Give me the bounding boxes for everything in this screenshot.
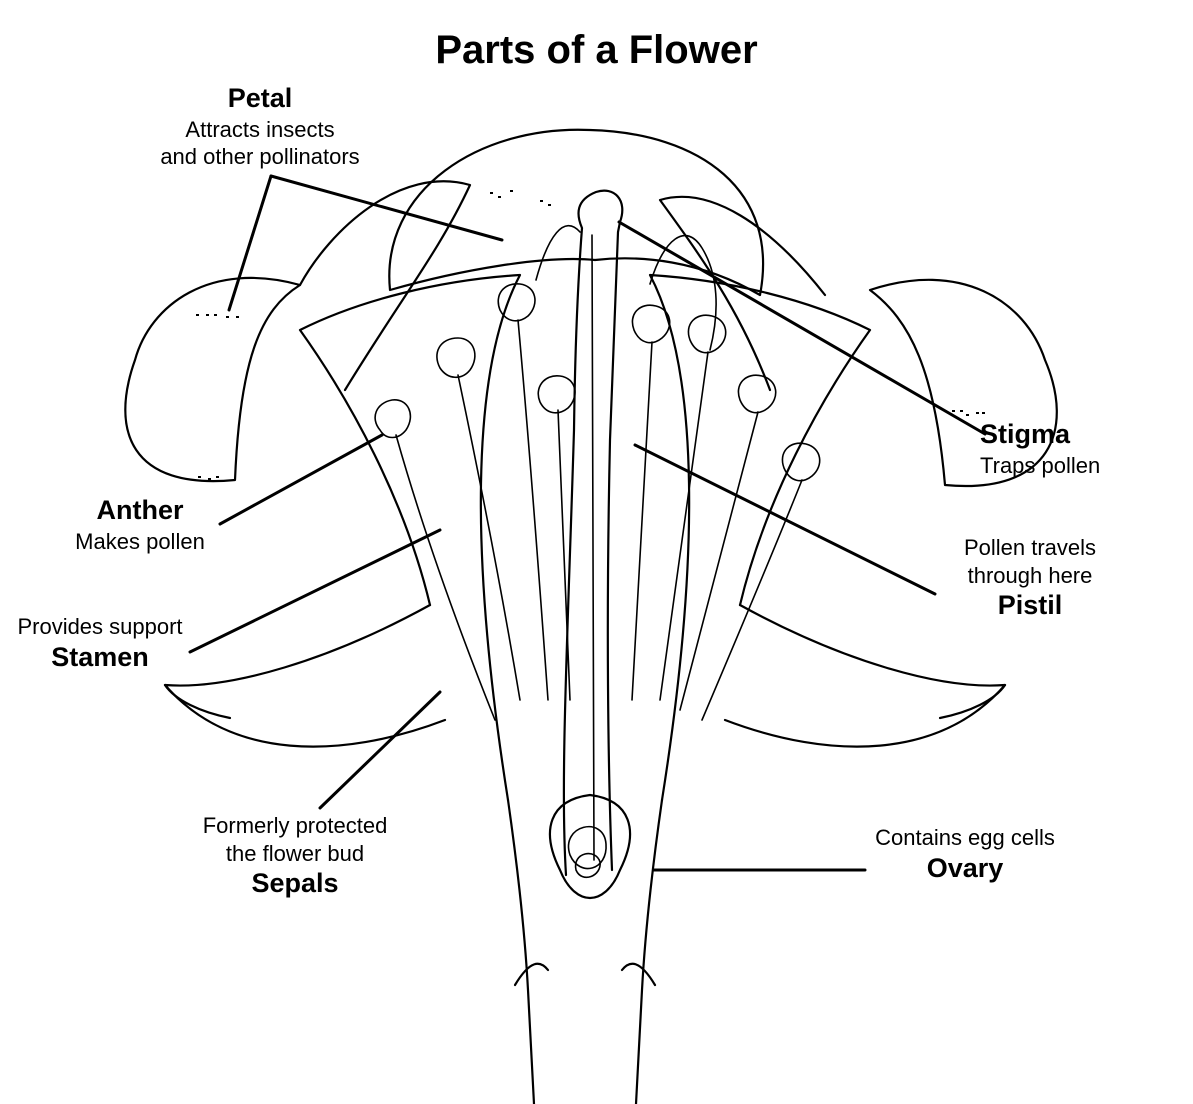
diagram-svg [0,0,1193,1104]
diagram-stage: Parts of a Flower PetalAttracts insectsa… [0,0,1193,1104]
